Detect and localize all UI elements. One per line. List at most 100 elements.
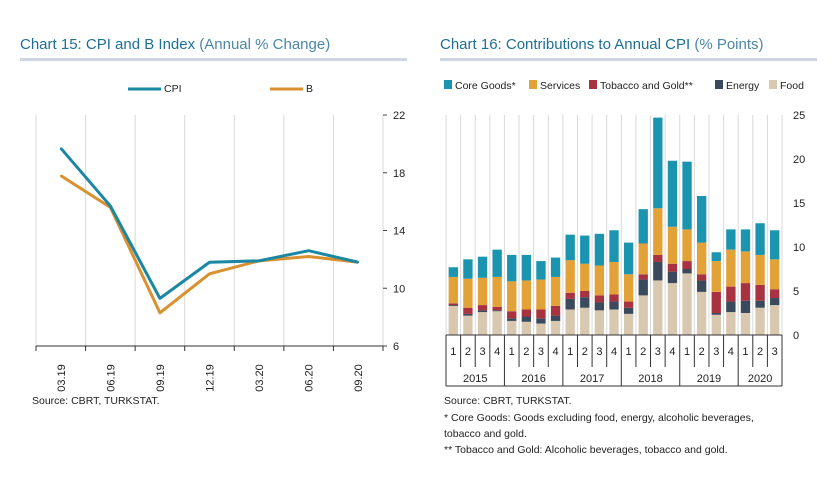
chart16-quarter-label: 3 bbox=[596, 346, 602, 358]
chart16-quarter-label: 4 bbox=[669, 346, 675, 358]
chart16-quarter-label: 2 bbox=[582, 346, 588, 358]
chart16-bar-segment-tobacco-and-gold bbox=[594, 295, 605, 303]
chart16-legend-swatch-tobacco-and-gold bbox=[589, 80, 597, 89]
chart16-legend-label-services: Services bbox=[540, 80, 580, 92]
chart16-bar-segment-services bbox=[565, 260, 575, 293]
chart16-title-text: Chart 16: Contributions to Annual CPI bbox=[440, 36, 691, 53]
chart16-bar-segment-tobacco-and-gold bbox=[565, 292, 575, 299]
chart16-legend-label-energy: Energy bbox=[726, 80, 760, 92]
chart16-bar-segment-tobacco-and-gold bbox=[653, 254, 663, 262]
chart16-legend-swatch-core-goods bbox=[444, 80, 452, 89]
chart16-bar-segment-core-goods bbox=[448, 267, 458, 277]
chart16-quarter-label: 3 bbox=[538, 346, 544, 358]
chart16-bar-segment-tobacco-and-gold bbox=[550, 305, 561, 316]
chart16-bar-segment-food bbox=[594, 310, 605, 335]
chart16-legend-swatch-services bbox=[529, 80, 537, 89]
chart15-title-text: Chart 15: CPI and B Index bbox=[20, 36, 196, 53]
chart16-bar-segment-core-goods bbox=[550, 257, 561, 277]
chart15-xtick-label: 03.19 bbox=[56, 364, 68, 392]
chart16-ytick-label: 25 bbox=[793, 110, 805, 122]
chart16-quarter-label: 2 bbox=[699, 346, 705, 358]
chart15-source: Source: CBRT, TURKSTAT. bbox=[32, 395, 160, 407]
chart16-bar-segment-services bbox=[653, 208, 663, 255]
chart15-xtick-label: 09.19 bbox=[155, 364, 167, 392]
chart16-bar-segment-services bbox=[477, 277, 488, 306]
chart16-bar-segment-food bbox=[667, 283, 678, 335]
chart16-legend-swatch-energy bbox=[715, 80, 723, 89]
chart16-bar-segment-tobacco-and-gold bbox=[463, 307, 473, 314]
chart16-quarter-label: 4 bbox=[553, 346, 559, 358]
chart16-ytick-label: 15 bbox=[793, 198, 805, 210]
chart16-bar-segment-food bbox=[463, 315, 473, 335]
chart16-bar-segment-core-goods bbox=[740, 229, 751, 252]
chart16-legend-label-core-goods: Core Goods* bbox=[455, 80, 516, 92]
chart16-bar-segment-services bbox=[696, 242, 707, 275]
chart16-year-label: 2019 bbox=[697, 373, 721, 385]
chart16-bar-segment-energy bbox=[463, 313, 473, 316]
chart16-bar-segment-core-goods bbox=[653, 117, 663, 209]
chart16-bar-segment-food bbox=[638, 295, 648, 335]
chart16-legend-swatch-food bbox=[769, 80, 777, 89]
chart16-bar-segment-tobacco-and-gold bbox=[726, 286, 736, 302]
chart16-bar-segment-core-goods bbox=[726, 229, 736, 250]
chart16-bar-segment-energy bbox=[755, 300, 765, 308]
chart16-bar-segment-services bbox=[448, 276, 458, 304]
chart16-bar-segment-services bbox=[594, 265, 605, 296]
chart15-point-b bbox=[159, 311, 161, 314]
chart16-footnote-1: * Core Goods: Goods excluding food, ener… bbox=[444, 412, 754, 424]
chart16-bar-segment-core-goods bbox=[463, 259, 473, 279]
chart16-year-label: 2020 bbox=[748, 373, 772, 385]
chart16-bar-segment-services bbox=[638, 243, 648, 275]
chart16-bar-segment-energy bbox=[507, 318, 517, 321]
chart15-subtitle: (Annual % Change) bbox=[199, 36, 331, 53]
chart15-point-cpi bbox=[357, 261, 360, 264]
chart16-bar-segment-services bbox=[623, 274, 634, 302]
chart16-bar-segment-services bbox=[463, 278, 473, 308]
chart16-bar-segment-food bbox=[609, 309, 619, 335]
chart15-ytick-label: 10 bbox=[393, 283, 405, 295]
chart16-bar-segment-tobacco-and-gold bbox=[711, 291, 721, 313]
chart16-quarter-label: 3 bbox=[713, 346, 719, 358]
chart16-bar-segment-food bbox=[653, 280, 663, 335]
chart16-bar-segment-services bbox=[536, 279, 546, 310]
chart16-bar-segment-energy bbox=[536, 318, 546, 324]
chart16-bar-segment-core-goods bbox=[521, 254, 532, 281]
chart16-bar-segment-services bbox=[507, 281, 517, 312]
chart16-ytick-label: 5 bbox=[793, 286, 799, 298]
chart16-quarter-label: 4 bbox=[494, 346, 500, 358]
chart16-bar-segment-tobacco-and-gold bbox=[477, 305, 488, 311]
chart16-bar-segment-services bbox=[667, 226, 678, 264]
chart16-quarter-label: 3 bbox=[772, 346, 778, 358]
chart15-xtick-label: 03.20 bbox=[254, 364, 266, 392]
chart15-point-cpi bbox=[159, 297, 161, 300]
chart16-bar-segment-services bbox=[492, 276, 502, 307]
chart16-bar-segment-core-goods bbox=[770, 230, 780, 260]
chart16-bar-segment-services bbox=[521, 280, 532, 310]
chart16-quarter-label: 1 bbox=[450, 346, 456, 358]
chart16-bar-segment-energy bbox=[492, 310, 502, 312]
chart16-bar-segment-tobacco-and-gold bbox=[448, 303, 458, 306]
chart16-title: Chart 16: Contributions to Annual CPI (%… bbox=[440, 36, 764, 53]
chart16-bar-segment-food bbox=[507, 320, 517, 335]
chart16-subtitle: (% Points) bbox=[694, 36, 764, 53]
chart16-bar-segment-food bbox=[580, 307, 590, 335]
chart15-xtick-label: 09.20 bbox=[353, 364, 365, 392]
chart16-bar-segment-core-goods bbox=[711, 252, 721, 262]
chart16-bar-segment-tobacco-and-gold bbox=[740, 283, 751, 301]
chart16-bar-segment-core-goods bbox=[609, 230, 619, 262]
chart16-bar-segment-core-goods bbox=[623, 242, 634, 275]
chart15-point-b bbox=[208, 273, 211, 275]
chart16-bar-segment-tobacco-and-gold bbox=[638, 274, 648, 280]
chart16-quarter-label: 4 bbox=[611, 346, 617, 358]
chart16-bar-segment-services bbox=[609, 261, 619, 295]
chart15-ytick-label: 22 bbox=[393, 110, 405, 122]
chart15-xtick-label: 12.19 bbox=[205, 364, 217, 392]
chart16-ytick-label: 20 bbox=[793, 154, 805, 166]
chart16-year-label: 2017 bbox=[580, 373, 604, 385]
chart15-point-cpi bbox=[307, 249, 310, 252]
chart16-source: Source: CBRT, TURKSTAT. bbox=[444, 395, 572, 407]
chart16-bar-segment-core-goods bbox=[580, 235, 590, 264]
chart16-bar-segment-food bbox=[565, 309, 575, 335]
chart16-quarter-label: 1 bbox=[509, 346, 515, 358]
